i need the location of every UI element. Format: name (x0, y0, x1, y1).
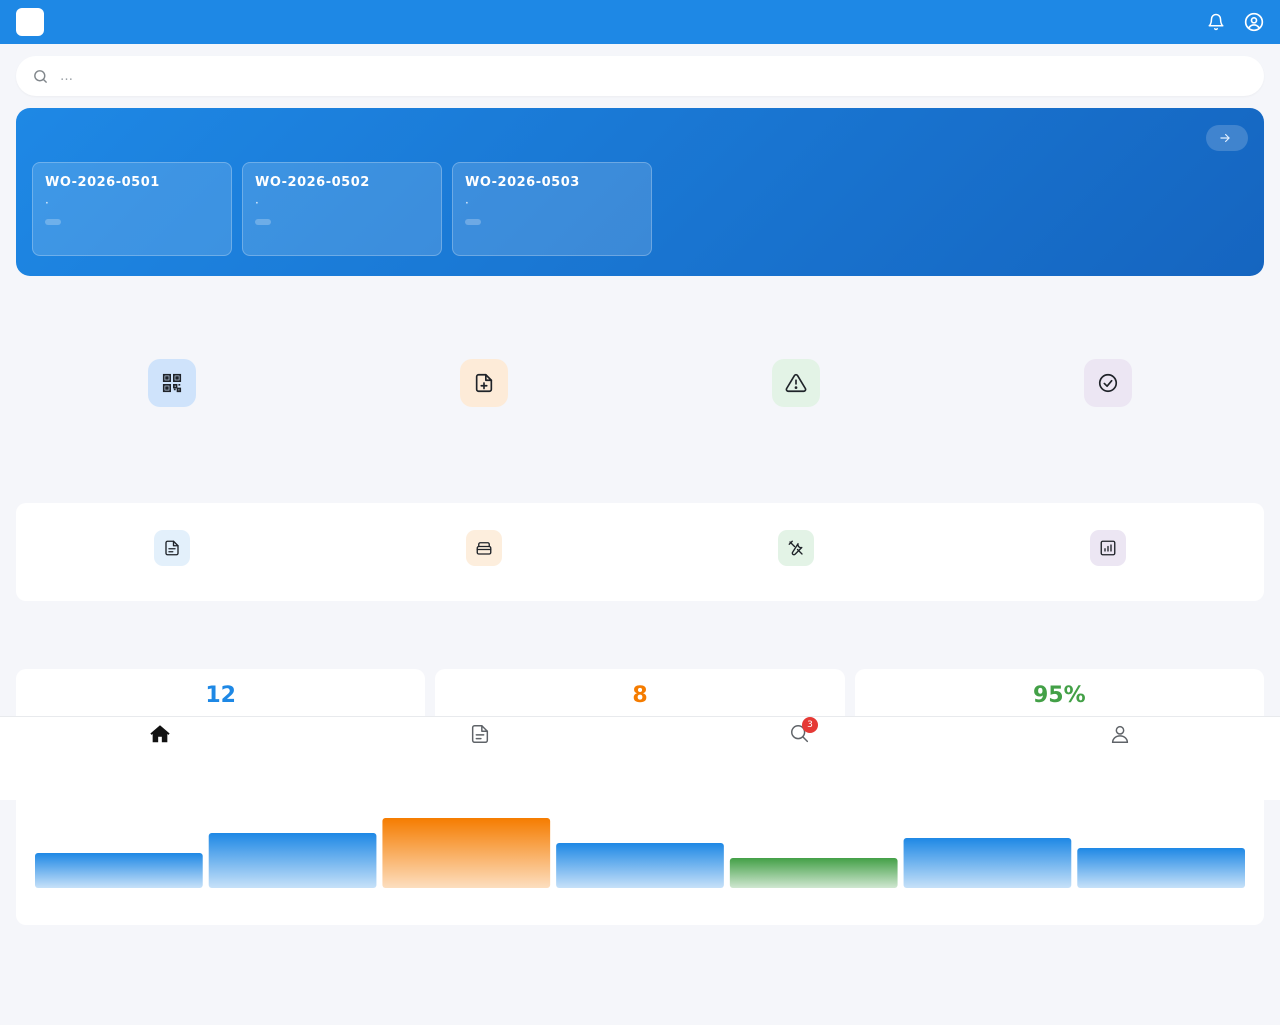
check-circle-icon (1084, 359, 1132, 407)
tools-icon (778, 530, 814, 566)
app-logo-icon (16, 8, 44, 36)
search-input[interactable] (60, 68, 1248, 84)
status-badge (255, 219, 271, 225)
work-order-id: WO-2026-0502 (255, 175, 370, 190)
quick-action-report[interactable] (640, 359, 952, 415)
home-icon (150, 725, 170, 743)
quick-actions (16, 359, 1264, 415)
nav-item-profile[interactable] (960, 717, 1280, 800)
work-order-card[interactable]: WO-2026-0501 · (32, 162, 232, 256)
bottom-nav: 3 (0, 716, 1280, 800)
work-order-card[interactable]: WO-2026-0503 · (452, 162, 652, 256)
weekly-chart-card (16, 780, 1264, 925)
work-order-desc: · (255, 196, 259, 210)
user-circle-icon[interactable] (1244, 12, 1264, 32)
func-item-stats[interactable] (952, 530, 1264, 574)
chart-bar (556, 843, 724, 888)
nav-item-orders[interactable] (320, 717, 640, 800)
bar-chart-icon (1090, 530, 1126, 566)
work-order-id: WO-2026-0501 (45, 175, 160, 190)
chart-bar (208, 833, 377, 888)
nav-item-search[interactable]: 3 (640, 717, 960, 800)
archive-icon (466, 530, 502, 566)
alert-triangle-icon (772, 359, 820, 407)
top-app-bar (0, 0, 1280, 44)
work-order-id: WO-2026-0503 (465, 175, 580, 190)
func-item-tools[interactable] (640, 530, 952, 574)
search-icon (791, 725, 809, 743)
document-icon (154, 530, 190, 566)
search-bar (16, 56, 1264, 96)
chart-bar (1077, 848, 1245, 888)
notification-badge: 3 (802, 717, 818, 733)
user-icon (1111, 725, 1129, 743)
chart-bar (729, 858, 898, 888)
work-order-desc: · (45, 196, 49, 210)
view-all-button[interactable] (1206, 125, 1248, 151)
work-order-desc: · (465, 196, 469, 210)
common-functions-card (16, 503, 1264, 601)
quick-action-accept[interactable] (952, 359, 1264, 415)
weekly-bar-chart (35, 818, 1245, 888)
work-order-banner: WO-2026-0501 · WO-2026-0502 · WO-2026-05… (16, 108, 1264, 276)
chart-bar (382, 818, 551, 888)
nav-item-home[interactable] (0, 717, 320, 800)
arrow-right-icon (1220, 133, 1230, 143)
chart-bar (903, 838, 1072, 888)
work-order-card[interactable]: WO-2026-0502 · (242, 162, 442, 256)
document-icon (471, 725, 489, 743)
status-badge (45, 219, 61, 225)
bell-icon[interactable] (1206, 12, 1226, 32)
quick-action-create[interactable] (328, 359, 640, 415)
status-badge (465, 219, 481, 225)
search-icon (32, 67, 50, 85)
chart-bar (35, 853, 203, 888)
qr-code-icon (148, 359, 196, 407)
func-item-orders[interactable] (16, 530, 328, 574)
quick-action-scan[interactable] (16, 359, 328, 415)
func-item-parts[interactable] (328, 530, 640, 574)
file-plus-icon (460, 359, 508, 407)
